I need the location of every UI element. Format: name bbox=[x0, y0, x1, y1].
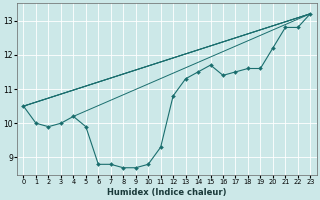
X-axis label: Humidex (Indice chaleur): Humidex (Indice chaleur) bbox=[107, 188, 227, 197]
